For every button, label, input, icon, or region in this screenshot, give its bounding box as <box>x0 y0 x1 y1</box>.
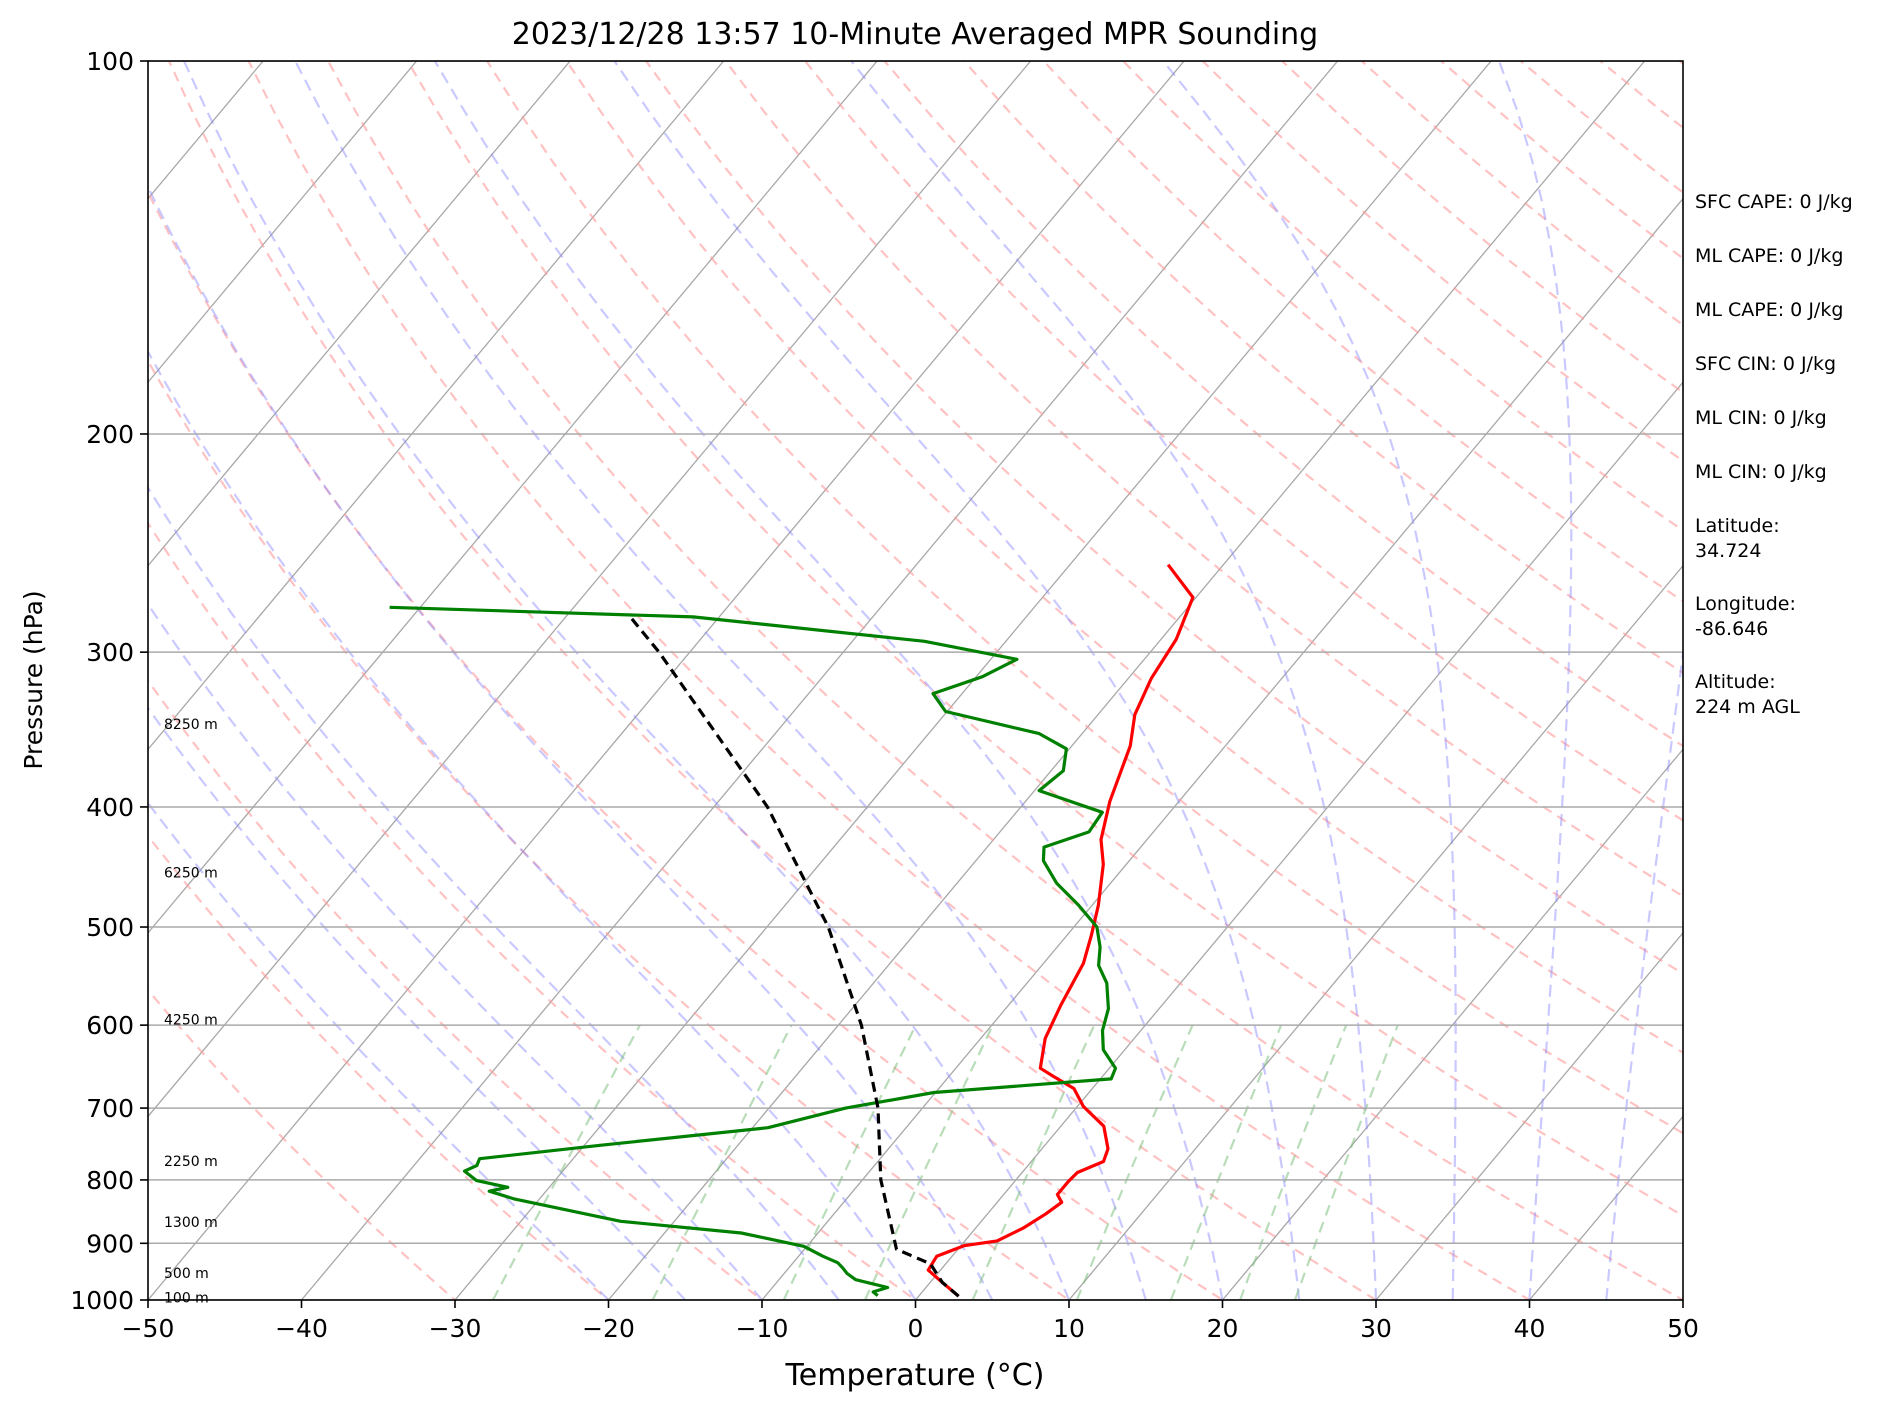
dry-adiabat-line <box>148 358 1071 1300</box>
moist-adiabat-line <box>1497 61 1573 1300</box>
x-tick-label: 50 <box>1667 1314 1699 1343</box>
y-axis: 1000 900 800 700 600 500 400 300 200 100 <box>70 47 148 1315</box>
moist-adiabat-line <box>148 349 917 1300</box>
dry-adiabat-line <box>247 61 1532 1300</box>
moist-adiabat-line <box>1162 61 1457 1300</box>
y-tick-label: 100 <box>86 47 134 76</box>
sounding-traces <box>389 563 1195 1298</box>
moist-adiabat-line <box>148 184 994 1300</box>
y-tick-label: 400 <box>86 793 134 822</box>
ml-cin-stat: ML CIN: 0 J/kg <box>1695 407 1827 429</box>
latitude-stat: Latitude: 34.724 <box>1695 514 1885 564</box>
moist-adiabat-line <box>613 61 1301 1300</box>
dry-adiabat-line <box>148 834 611 1300</box>
dry-adiabat-line <box>486 61 1683 1135</box>
x-tick-label: −30 <box>429 1314 482 1343</box>
pressure-gridlines <box>148 61 1683 1300</box>
height-label: 500 m <box>164 1266 209 1282</box>
y-tick-label: 800 <box>86 1166 134 1195</box>
y-tick-label: 200 <box>86 420 134 449</box>
longitude-stat: Longitude: -86.646 <box>1695 592 1885 642</box>
longitude-value: -86.646 <box>1695 618 1769 640</box>
x-axis-label: Temperature (°C) <box>785 1358 1045 1393</box>
latitude-label: Latitude: <box>1695 515 1780 537</box>
y-tick-label: 700 <box>86 1094 134 1123</box>
moist-adiabat-line <box>148 801 610 1300</box>
moist-adiabat-line <box>148 706 687 1300</box>
x-tick-label: 20 <box>1207 1314 1239 1343</box>
chart-title: 2023/12/28 13:57 10-Minute Averaged MPR … <box>512 17 1318 52</box>
height-label: 4250 m <box>164 1013 218 1029</box>
height-label: 8250 m <box>164 717 218 733</box>
temperature-trace <box>926 563 1195 1298</box>
parcel-path-trace <box>627 613 960 1298</box>
height-labels: 100 m 500 m 1300 m 2250 m 4250 m 6250 m 8250 m <box>164 717 218 1306</box>
sounding-stats-panel: SFC CAPE: 0 J/kg ML CAPE: 0 J/kg ML CAPE… <box>1695 190 1885 748</box>
isotherm-line <box>761 197 1683 1300</box>
x-tick-label: 30 <box>1360 1314 1392 1343</box>
moist-adiabat-line <box>148 485 840 1300</box>
sfc-cin-stat: SFC CIN: 0 J/kg <box>1695 353 1837 375</box>
dry-adiabat-line <box>148 189 1225 1300</box>
altitude-stat: Altitude: 224 m AGL <box>1695 670 1885 720</box>
x-tick-label: 10 <box>1053 1314 1085 1343</box>
dry-adiabat-line <box>327 61 1683 1300</box>
isotherm-line <box>148 61 1185 1300</box>
moist-adiabat-line <box>148 602 763 1300</box>
dry-adiabat-line <box>148 521 918 1300</box>
dry-adiabat-line <box>883 61 1683 748</box>
isotherm-line <box>1375 931 1683 1300</box>
dry-adiabat-line <box>148 678 764 1300</box>
dry-adiabat-line <box>645 61 1683 975</box>
y-tick-label: 300 <box>86 638 134 667</box>
height-label: 2250 m <box>164 1154 218 1170</box>
x-tick-label: −10 <box>736 1314 789 1343</box>
moist-adiabat-line <box>850 61 1378 1300</box>
isotherm-line <box>607 61 1646 1300</box>
x-tick-label: −20 <box>582 1314 635 1343</box>
x-tick-label: 40 <box>1514 1314 1546 1343</box>
ml-cin-stat-2: ML CIN: 0 J/kg <box>1695 461 1827 483</box>
x-tick-label: −40 <box>275 1314 328 1343</box>
moist-adiabat-line <box>294 61 1147 1300</box>
ml-cape-stat: ML CAPE: 0 J/kg <box>1695 245 1844 267</box>
isotherm-line <box>300 61 1339 1300</box>
isotherm-line <box>914 381 1683 1300</box>
dry-adiabat-line <box>406 61 1683 1217</box>
isotherm-line <box>148 61 418 384</box>
dry-adiabat-line <box>1042 61 1683 603</box>
altitude-label: Altitude: <box>1695 671 1776 693</box>
ml-cape-stat-2: ML CAPE: 0 J/kg <box>1695 299 1844 321</box>
y-tick-label: 600 <box>86 1011 134 1040</box>
plot-background <box>148 61 1683 1300</box>
longitude-label: Longitude: <box>1695 593 1796 615</box>
height-label: 100 m <box>164 1290 209 1306</box>
altitude-value: 224 m AGL <box>1695 696 1800 718</box>
background-lines <box>148 61 1683 1300</box>
sfc-cape-stat: SFC CAPE: 0 J/kg <box>1695 191 1853 213</box>
isotherm-line <box>148 61 725 751</box>
y-tick-label: 1000 <box>70 1286 134 1315</box>
x-tick-label: −50 <box>122 1314 175 1343</box>
isotherm-line <box>148 61 571 567</box>
y-tick-label: 500 <box>86 913 134 942</box>
moist-adiabat-line <box>182 61 1071 1300</box>
dry-adiabat-line <box>148 988 457 1300</box>
latitude-value: 34.724 <box>1695 540 1762 562</box>
x-tick-label: 0 <box>908 1314 924 1343</box>
isotherm-line <box>148 61 1032 1118</box>
isotherm-line <box>148 61 878 934</box>
y-axis-label: Pressure (hPa) <box>19 590 48 769</box>
height-label: 1300 m <box>164 1215 218 1231</box>
x-axis: −50 −40 −30 −20 −10 0 10 20 30 40 50 <box>122 1300 1699 1343</box>
dewpoint-trace <box>389 605 1118 1297</box>
dry-adiabat-line <box>565 61 1683 1054</box>
height-label: 6250 m <box>164 866 218 882</box>
isotherm-line <box>1221 748 1683 1300</box>
moist-adiabat-line <box>1605 645 1683 1300</box>
y-tick-label: 900 <box>86 1229 134 1258</box>
